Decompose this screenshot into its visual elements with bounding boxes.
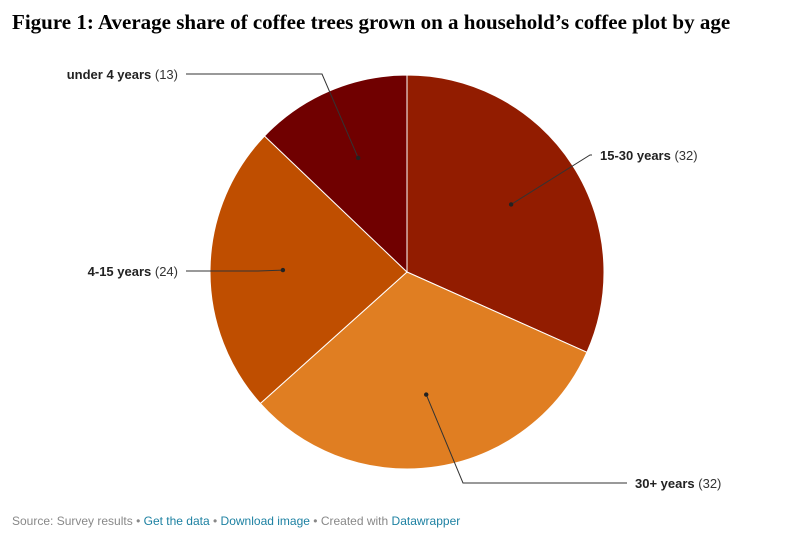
leader-line-4-15-years xyxy=(186,269,283,272)
slice-label-name: 15-30 years xyxy=(600,148,671,163)
slice-label-name: 4-15 years xyxy=(88,264,152,279)
pie-slice-4-15-years xyxy=(209,135,408,405)
leader-dot-30-years xyxy=(424,392,429,397)
leader-line-15-30-years xyxy=(510,154,592,205)
footer-separator: • xyxy=(213,514,218,528)
slice-label-under-4-years: under 4 years (13) xyxy=(67,67,178,82)
source-text: Source: Survey results xyxy=(12,514,133,528)
footer-separator: • xyxy=(313,514,318,528)
leader-line-30-years xyxy=(425,394,627,484)
pie-slice-30-years xyxy=(259,271,588,470)
slice-label-value: (32) xyxy=(695,476,722,491)
slice-label-30-years: 30+ years (32) xyxy=(635,476,721,491)
footer-separator: • xyxy=(136,514,141,528)
slice-label-value: (32) xyxy=(671,148,698,163)
download-image-link[interactable]: Download image xyxy=(220,514,310,528)
slice-label-15-30-years: 15-30 years (32) xyxy=(600,148,698,163)
get-data-link[interactable]: Get the data xyxy=(143,514,210,528)
pie-slice-15-30-years xyxy=(406,74,605,353)
slice-label-value: (13) xyxy=(151,67,178,82)
leader-dot-15-30-years xyxy=(508,202,514,207)
leader-dot-under-4-years xyxy=(355,155,361,161)
footer: Source: Survey results • Get the data • … xyxy=(12,514,460,528)
slice-label-4-15-years: 4-15 years (24) xyxy=(88,264,178,279)
leader-line-under-4-years xyxy=(186,73,359,159)
created-with-text: Created with xyxy=(320,514,389,528)
slice-label-name: 30+ years xyxy=(635,476,695,491)
chart-title: Figure 1: Average share of coffee trees … xyxy=(12,10,731,34)
leader-dot-4-15-years xyxy=(280,267,286,273)
datawrapper-link[interactable]: Datawrapper xyxy=(391,514,461,528)
slice-label-value: (24) xyxy=(151,264,178,279)
slice-label-name: under 4 years xyxy=(67,67,152,82)
